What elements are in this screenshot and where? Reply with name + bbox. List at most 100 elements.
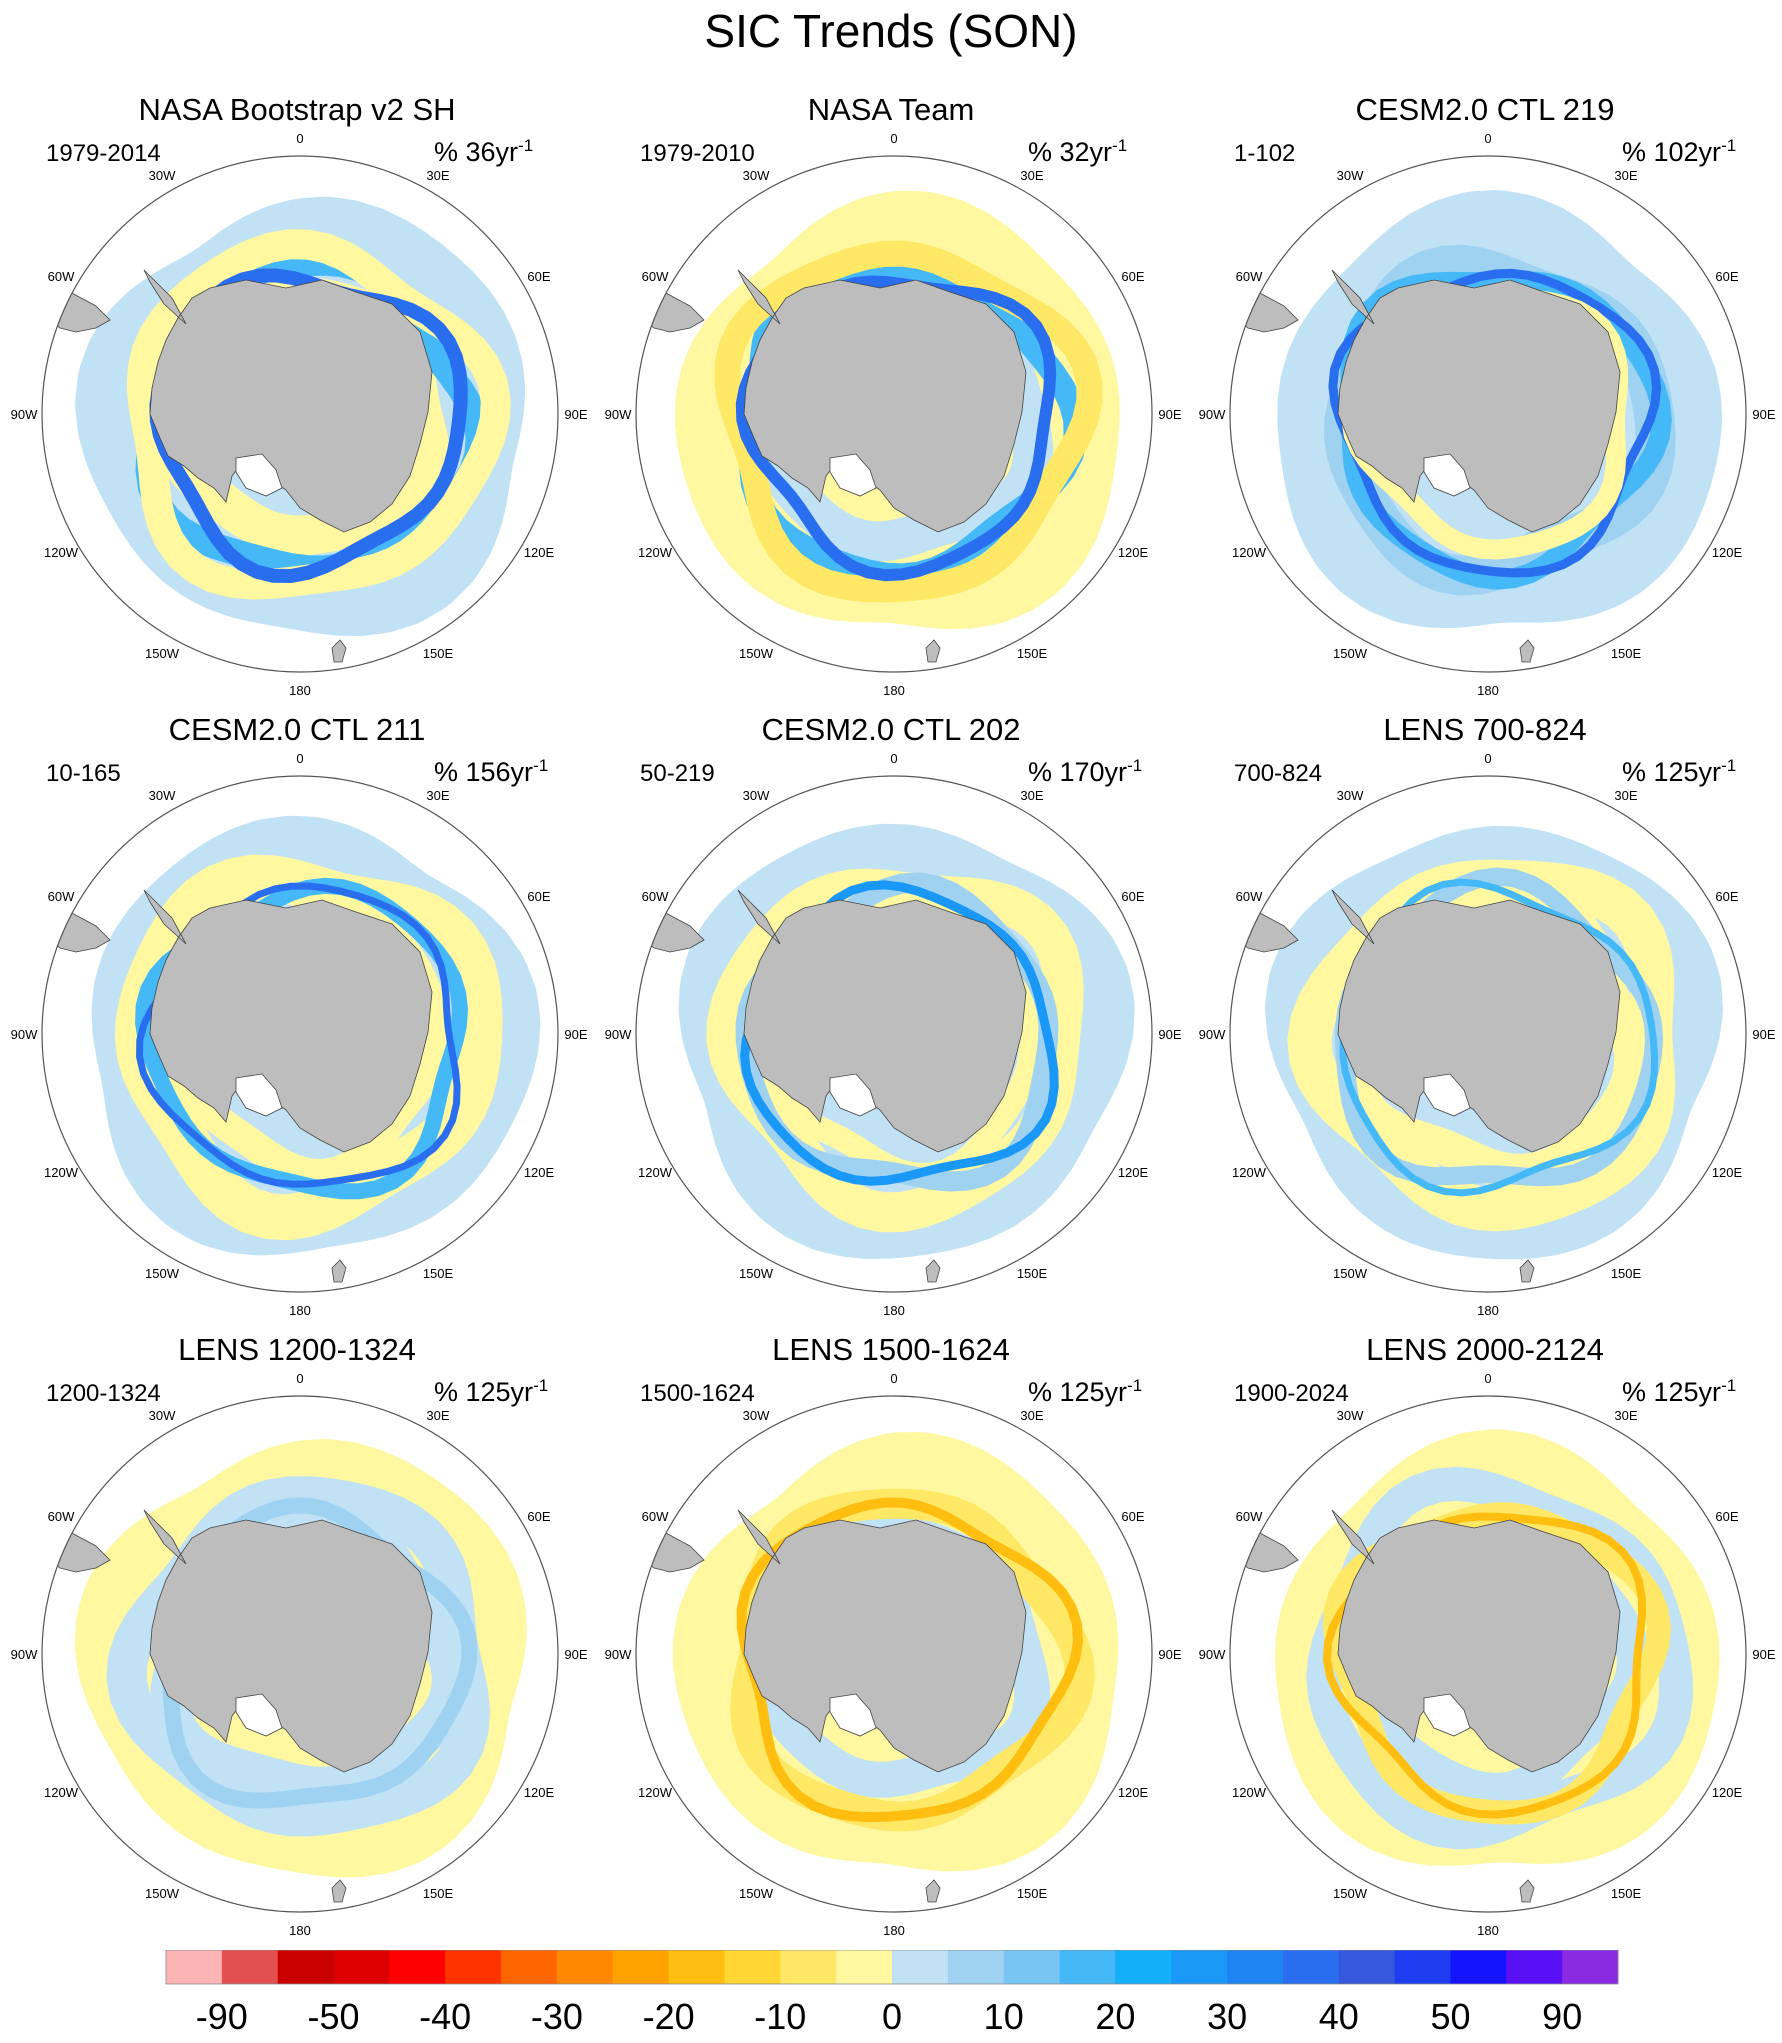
map-boundary [635,1395,1153,1913]
ice-shelf [235,1693,283,1737]
longitude-label: 0 [890,751,897,766]
colorbar-tick-label: 40 [1319,1996,1359,2037]
colorbar-tick-label: -50 [307,1996,359,2037]
sic-trend-band [706,868,1084,1233]
longitude-label: 30W [149,788,176,803]
ice-shelf [829,453,877,497]
new-zealand [331,1879,347,1903]
colorbar-swatch [1506,1950,1563,1984]
trend-unit-label: % 36yr-1 [434,136,533,168]
longitude-label: 60W [642,889,669,904]
colorbar-swatch [389,1950,446,1984]
colorbar-swatch [1115,1950,1172,1984]
longitude-label: 90E [1752,1027,1775,1042]
colorbar-swatch [166,1950,223,1984]
longitude-label: 180 [1477,683,1499,698]
trend-unit-value: % 125yr [1028,1377,1128,1407]
longitude-label: 0 [1484,1371,1491,1386]
longitude-label: 150W [739,1886,774,1901]
trend-unit-value: % 125yr [1622,757,1722,787]
longitude-label: 90W [11,407,38,422]
south-america [639,1527,705,1573]
longitude-label: 30W [743,168,770,183]
longitude-label: 30E [426,788,449,803]
longitude-label: 0 [1484,131,1491,146]
trend-unit-exponent: -1 [1127,1376,1143,1395]
polar-map: 0 30E 60E 90E 120E 150E 180 150W 120W 90W 60W 30W [605,751,1182,1318]
longitude-label: 30W [1337,1408,1364,1423]
longitude-label: 30E [1614,168,1637,183]
map-boundary [635,775,1153,1293]
longitude-label: 120W [638,1785,673,1800]
longitude-label: 60E [527,1509,550,1524]
polar-map: 0 30E 60E 90E 120E 150E 180 150W 120W 90W 60W 30W [11,1371,588,1938]
map-panel: 0 30E 60E 90E 120E 150E 180 150W 120W 90W 60W 30W NA… [594,92,1188,712]
longitude-label: 180 [289,1923,311,1938]
longitude-label: 0 [296,751,303,766]
longitude-label: 90W [605,1647,632,1662]
longitude-label: 120E [524,1165,555,1180]
trend-unit-value: % 125yr [434,1377,534,1407]
longitude-label: 30E [1614,1408,1637,1423]
map-boundary [1229,1395,1747,1913]
south-america [1233,287,1299,333]
colorbar-swatch [947,1950,1005,1984]
longitude-label: 90E [1158,1027,1181,1042]
longitude-label: 0 [296,131,303,146]
polar-map: 0 30E 60E 90E 120E 150E 180 150W 120W 90W 60W 30W [605,131,1182,698]
longitude-label: 150W [1333,1886,1368,1901]
panel-title: NASA Team [807,92,975,127]
colorbar: -90 -50 -40 -30 -20 -10 0 10 20 30 40 50 90 [165,1950,1619,2037]
colorbar-swatch [556,1950,614,1984]
longitude-label: 180 [1477,1303,1499,1318]
longitude-label: 120W [44,1165,79,1180]
longitude-label: 60E [1121,889,1144,904]
trend-unit-value: % 32yr [1028,137,1113,167]
polar-map: 0 30E 60E 90E 120E 150E 180 150W 120W 90W 60W 30W [1199,1371,1776,1938]
longitude-label: 90E [564,1647,587,1662]
longitude-label: 30W [743,788,770,803]
longitude-label: 180 [883,1303,905,1318]
longitude-label: 60W [642,269,669,284]
map-panel: 0 30E 60E 90E 120E 150E 180 150W 120W 90W 60W 30W CE… [1188,92,1782,712]
longitude-label: 150E [1611,1266,1642,1281]
sic-trend-band [714,240,1103,603]
longitude-label: 180 [883,1923,905,1938]
colorbar-swatch [892,1950,949,1984]
longitude-label: 90W [605,1027,632,1042]
longitude-label: 60W [48,1509,75,1524]
longitude-label: 150W [145,646,180,661]
longitude-label: 0 [890,1371,897,1386]
longitude-label: 30W [1337,168,1364,183]
longitude-label: 90W [11,1647,38,1662]
south-america [1233,907,1299,953]
longitude-label: 180 [289,683,311,698]
period-label: 1-102 [1234,140,1296,167]
antarctica [1331,889,1621,1153]
longitude-label: 180 [289,1303,311,1318]
longitude-label: 150W [739,646,774,661]
colorbar-tick-label: -40 [419,1996,471,2037]
new-zealand [925,1879,941,1903]
longitude-label: 90E [1752,1647,1775,1662]
antarctica [737,269,1027,533]
longitude-label: 60W [1236,1509,1263,1524]
colorbar-swatch [668,1950,725,1984]
figure-title: SIC Trends (SON) [704,5,1078,57]
longitude-label: 60W [642,1509,669,1524]
trend-unit-label: % 156yr-1 [434,756,548,788]
polar-map: 0 30E 60E 90E 120E 150E 180 150W 120W 90W 60W 30W [605,1371,1182,1938]
longitude-label: 120E [524,545,555,560]
longitude-label: 30E [426,1408,449,1423]
longitude-label: 120E [1712,1785,1743,1800]
longitude-label: 120W [638,545,673,560]
colorbar-swatch [612,1950,670,1984]
longitude-label: 30E [1020,788,1043,803]
longitude-label: 30E [1614,788,1637,803]
antarctica [737,889,1027,1153]
sic-trend-band [1287,859,1676,1232]
colorbar-swatch [724,1950,781,1984]
longitude-label: 60E [1715,889,1738,904]
map-panel: 0 30E 60E 90E 120E 150E 180 150W 120W 90W 60W 30W LE… [594,1332,1188,1952]
colorbar-swatch [445,1950,502,1984]
